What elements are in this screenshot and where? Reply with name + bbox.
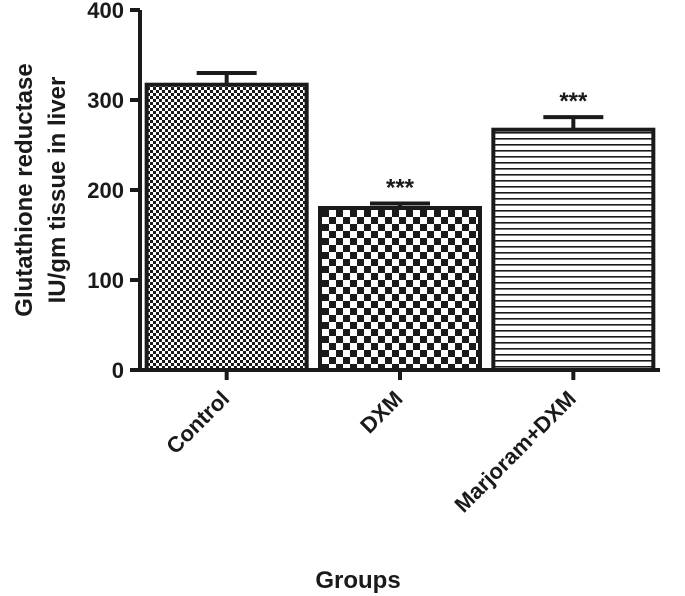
y-tick-label: 0 bbox=[112, 358, 124, 383]
x-axis: Control DXM Marjoram+DXM bbox=[138, 368, 660, 517]
bar-marjoram-dxm bbox=[491, 127, 656, 372]
bar-control bbox=[144, 82, 309, 372]
y-axis-title: Glutathione reductase IU/gm tissue in li… bbox=[11, 63, 71, 316]
x-category-label: Control bbox=[161, 386, 234, 459]
x-axis-title: Groups bbox=[315, 567, 400, 594]
y-axis-title-line-2: IU/gm tissue in liver bbox=[44, 77, 71, 304]
bars: *** *** bbox=[144, 71, 656, 372]
x-category-label: Marjoram+DXM bbox=[450, 386, 581, 517]
y-tick-label: 400 bbox=[87, 0, 124, 23]
bar-dxm bbox=[318, 206, 482, 372]
significance-label: *** bbox=[559, 88, 588, 115]
significance-label: *** bbox=[386, 175, 415, 202]
y-tick-label: 200 bbox=[87, 178, 124, 203]
y-tick-label: 300 bbox=[87, 88, 124, 113]
y-axis-title-line-1: Glutathione reductase bbox=[11, 63, 38, 316]
y-tick-label: 100 bbox=[87, 268, 124, 293]
x-category-label: DXM bbox=[355, 386, 407, 438]
y-axis: 0 100 200 300 400 bbox=[87, 0, 142, 383]
